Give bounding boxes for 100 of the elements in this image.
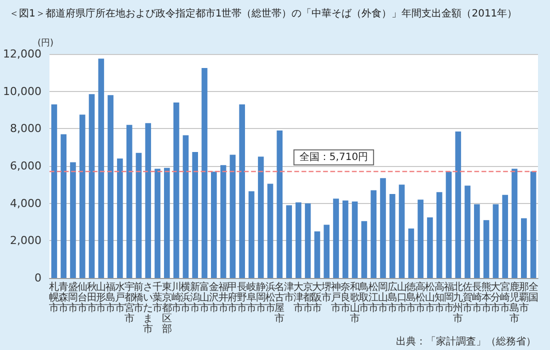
x-tick-label: 静岡市 <box>256 280 266 314</box>
bar <box>427 217 433 278</box>
x-tick-label: 佐賀市 <box>462 282 473 314</box>
bar <box>79 114 86 278</box>
x-tick-label: 那覇市 <box>518 282 529 314</box>
bar <box>455 131 462 278</box>
bar <box>173 102 180 278</box>
x-tick-label: 仙台市 <box>77 282 88 314</box>
y-tick-label: 2,000 <box>10 234 42 248</box>
x-tick-label: 鹿児島市 <box>510 280 520 324</box>
x-tick-label: 全国 <box>528 280 538 304</box>
x-tick-label: 金沢市 <box>208 280 219 314</box>
bar <box>436 192 442 278</box>
bar <box>145 123 152 278</box>
source-note: 出典：「家計調査」（総務省） <box>396 336 536 348</box>
bar <box>342 200 348 278</box>
x-tick-label: 岐阜市 <box>246 280 256 314</box>
bar <box>276 130 283 278</box>
x-tick-label: 津市 <box>284 280 294 304</box>
x-tick-label: 高松市 <box>416 280 426 314</box>
bar <box>70 162 76 278</box>
x-tick-label: 山口市 <box>396 280 407 314</box>
bar <box>474 204 480 278</box>
bar <box>192 152 198 278</box>
x-tick-label: 長崎市 <box>472 282 482 314</box>
bar <box>512 168 518 278</box>
bar <box>164 168 170 278</box>
x-tick-label: 甲府市 <box>228 282 238 314</box>
x-tick-label: 松山市 <box>424 280 435 314</box>
x-tick-label: 川崎市 <box>171 280 182 314</box>
y-tick-label: 12,000 <box>2 48 42 60</box>
bar <box>239 104 245 278</box>
x-tick-label: 千葉市 <box>152 280 163 314</box>
ref-line-label: 全国：5,710円 <box>299 150 368 163</box>
bar <box>117 158 123 278</box>
x-tick-label: 大阪市 <box>312 280 322 314</box>
bar <box>202 68 208 278</box>
x-tick-label: 福岡市 <box>444 280 454 314</box>
bar <box>258 156 264 278</box>
bar <box>418 200 424 278</box>
x-tick-label: 福井市 <box>218 280 228 314</box>
bar <box>408 228 414 278</box>
bar <box>51 104 58 278</box>
y-axis-title: (円) <box>37 38 54 48</box>
bar <box>230 154 236 278</box>
bar <box>304 203 311 278</box>
x-tick-label: 新潟市 <box>190 280 200 314</box>
x-tick-label: 高知市 <box>434 280 444 314</box>
bar <box>389 194 396 278</box>
x-tick-label: 水戸市 <box>114 280 125 314</box>
bar <box>380 178 386 278</box>
bar <box>220 165 226 278</box>
bar <box>286 205 292 278</box>
x-tick-label: 長野市 <box>237 282 248 314</box>
bar <box>98 58 104 278</box>
bar <box>502 194 508 278</box>
bar <box>248 191 254 278</box>
bar <box>446 172 452 278</box>
x-tick-label: 大分市 <box>490 280 501 314</box>
x-tick-label: さいたま市 <box>143 282 154 335</box>
x-tick-label: 熊本市 <box>481 280 492 314</box>
bar <box>464 186 470 278</box>
x-tick-label: 青森市 <box>58 280 69 314</box>
x-tick-label: 盛岡市 <box>68 280 78 314</box>
x-tick-label: 奈良市 <box>340 282 350 314</box>
y-tick-label: 6,000 <box>10 160 42 172</box>
x-tick-label: 鳥取市 <box>358 280 370 314</box>
x-tick-label: 広島市 <box>387 280 398 314</box>
bar <box>324 224 330 278</box>
x-tick-label: 秋田市 <box>86 280 97 314</box>
y-tick-label: 8,000 <box>10 122 42 136</box>
x-tick-label: 宮崎市 <box>500 280 510 314</box>
x-tick-label: 東京都区部 <box>162 280 172 335</box>
bar <box>398 184 405 278</box>
x-tick-label: 名古屋市 <box>274 280 285 324</box>
x-tick-label: 和歌山市 <box>350 280 360 324</box>
x-tick-label: 京都市 <box>302 280 313 314</box>
bar <box>483 220 490 278</box>
bar <box>296 202 302 278</box>
x-tick-label: 横浜市 <box>180 280 191 314</box>
x-tick-label: 前橋市 <box>134 280 144 314</box>
x-tick-label: 福島市 <box>106 280 116 314</box>
y-tick-label: 10,000 <box>2 84 42 98</box>
bar <box>88 94 95 278</box>
x-tick-label: 富山市 <box>199 280 210 314</box>
bar <box>530 171 536 278</box>
y-tick-label: 4,000 <box>10 196 42 210</box>
bar <box>361 221 368 278</box>
y-tick-label: 0 <box>34 272 42 284</box>
bar <box>182 135 189 278</box>
bar <box>108 95 114 278</box>
x-tick-label: 札幌市 <box>49 280 60 314</box>
bar <box>333 198 339 278</box>
x-tick-label: 松江市 <box>368 280 379 314</box>
bar <box>126 124 132 278</box>
bar <box>136 152 142 278</box>
x-tick-label: 大津市 <box>293 280 304 314</box>
x-tick-label: 神戸市 <box>331 280 342 314</box>
bar <box>492 204 499 278</box>
x-tick-label: 北九州市 <box>453 280 464 324</box>
